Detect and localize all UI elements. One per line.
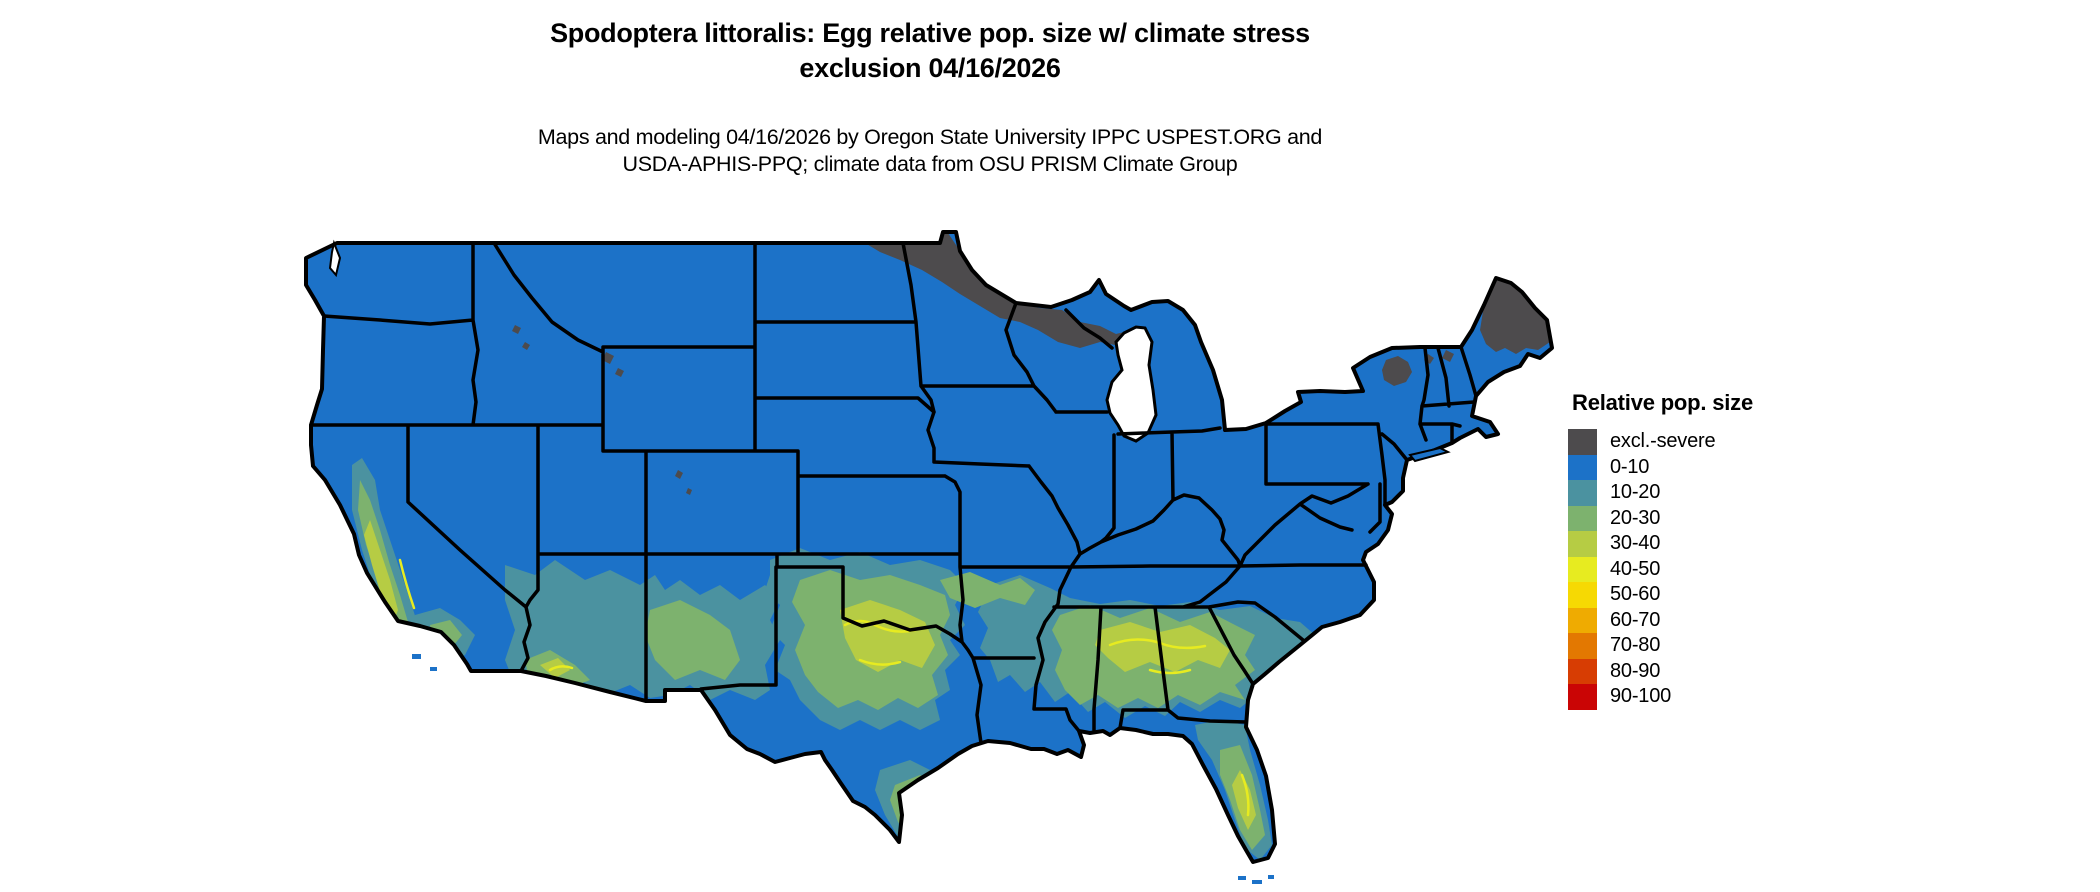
- band-10-20-south-texas: [875, 760, 955, 855]
- band-40-50-ca-valley: [398, 558, 416, 610]
- legend-swatch-10-20: [1568, 480, 1597, 506]
- legend-label: 90-100: [1610, 685, 1672, 708]
- excl-severe-rockies-speck-1: [602, 352, 614, 364]
- legend-row: 50-60: [1568, 582, 1828, 608]
- conus-map: [300, 230, 1560, 890]
- conus-map-svg: [304, 230, 1554, 884]
- legend-label: 80-90: [1610, 659, 1661, 682]
- legend-swatch-30-40: [1568, 531, 1597, 557]
- subtitle-line-2: USDA-APHIS-PPQ; climate data from OSU PR…: [622, 152, 1238, 176]
- value-bands: [352, 233, 1550, 860]
- band-40-50-florida: [1240, 773, 1250, 817]
- excl-severe-northern-minnesota: [865, 233, 1148, 348]
- channel-island-2: [430, 667, 437, 671]
- band-40-50: [398, 558, 1250, 817]
- legend-row: 90-100: [1568, 684, 1828, 710]
- legend-row: excl.-severe: [1568, 429, 1828, 455]
- puget-sound: [328, 239, 342, 278]
- land-base-0-10: [306, 232, 1552, 862]
- band-30-40-southeast: [1095, 622, 1230, 672]
- legend-row: 30-40: [1568, 531, 1828, 557]
- legend-label: 60-70: [1610, 608, 1661, 631]
- islands: [412, 446, 1451, 884]
- band-30-40-texas-hill: [840, 600, 935, 672]
- legend-swatch-50-60: [1568, 582, 1597, 608]
- legend-swatch-0-10: [1568, 454, 1597, 480]
- florida-key-2: [1252, 880, 1262, 884]
- page-title: Spodoptera littoralis: Egg relative pop.…: [300, 16, 1560, 86]
- legend-row: 20-30: [1568, 505, 1828, 531]
- florida-key-3: [1268, 875, 1274, 879]
- legend-row: 80-90: [1568, 658, 1828, 684]
- legend-label: 20-30: [1610, 506, 1661, 529]
- lake-michigan: [1105, 325, 1158, 443]
- legend-label: 40-50: [1610, 557, 1661, 580]
- excl-severe-nh-speck: [1442, 350, 1454, 362]
- florida-key-1: [1238, 876, 1246, 880]
- legend-swatch-60-70: [1568, 607, 1597, 633]
- legend-row: 60-70: [1568, 607, 1828, 633]
- band-40-50-texas-2: [858, 658, 902, 666]
- title-line-2: exclusion 04/16/2026: [799, 53, 1061, 83]
- legend-label: 30-40: [1610, 532, 1661, 555]
- legend-swatch-20-30: [1568, 505, 1597, 531]
- title-line-1: Spodoptera littoralis: Egg relative pop.…: [550, 18, 1310, 48]
- legend: Relative pop. size excl.-severe 0-10 10-…: [1568, 390, 1828, 710]
- subtitle-line-1: Maps and modeling 04/16/2026 by Oregon S…: [537, 125, 1323, 149]
- legend-label: 0-10: [1610, 455, 1650, 478]
- legend-row: 10-20: [1568, 480, 1828, 506]
- legend-title: Relative pop. size: [1572, 390, 1754, 415]
- band-30-40-south-texas: [906, 795, 932, 832]
- excl-severe-idaho-speck-1: [512, 325, 521, 334]
- excl-severe-idaho-speck-2: [522, 342, 530, 350]
- excl-severe-colorado-speck-2: [686, 488, 692, 495]
- band-40-50-southeast-2: [1148, 668, 1192, 675]
- band-30-40-florida: [1232, 770, 1256, 830]
- band-40-50-arizona: [548, 665, 574, 672]
- legend-row: 0-10: [1568, 454, 1828, 480]
- legend-swatch-70-80: [1568, 633, 1597, 659]
- excl-severe-colorado-speck-1: [675, 470, 683, 479]
- legend-swatch-80-90: [1568, 658, 1597, 684]
- excl-severe-adirondacks: [1382, 356, 1412, 386]
- channel-island-1: [412, 654, 421, 659]
- legend-row: 40-50: [1568, 556, 1828, 582]
- legend-swatch-90-100: [1568, 684, 1597, 710]
- legend-row: 70-80: [1568, 633, 1828, 659]
- legend-label: 70-80: [1610, 634, 1661, 657]
- band-30-40-ca-valley: [364, 520, 398, 625]
- legend-swatch-excl-severe: [1568, 429, 1597, 455]
- excl-severe-rockies-speck-2: [615, 368, 624, 377]
- band-20-30-nm-wtx: [645, 600, 740, 680]
- legend-label: excl.-severe: [1610, 430, 1716, 453]
- legend-swatch-40-50: [1568, 556, 1597, 582]
- map-subtitle: Maps and modeling 04/16/2026 by Oregon S…: [300, 124, 1560, 178]
- legend-label: 10-20: [1610, 481, 1661, 504]
- excl-severe-maine: [1480, 278, 1550, 354]
- legend-label: 50-60: [1610, 583, 1661, 606]
- state-borders: [309, 241, 1478, 745]
- long-island: [1408, 446, 1451, 463]
